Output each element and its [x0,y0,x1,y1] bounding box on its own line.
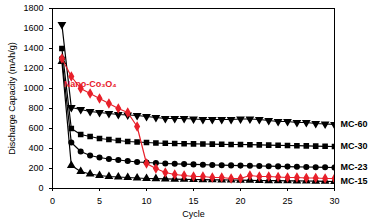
svg-text:1800: 1800 [23,3,43,13]
svg-text:400: 400 [28,143,43,153]
svg-text:200: 200 [28,163,43,173]
svg-text:Discharge Capacity (mAh/g): Discharge Capacity (mAh/g) [7,42,17,155]
svg-text:0: 0 [38,183,43,193]
svg-text:MC-23: MC-23 [341,162,368,172]
svg-text:0: 0 [50,196,55,206]
svg-text:1200: 1200 [23,63,43,73]
svg-text:MC-15: MC-15 [341,176,368,186]
svg-text:Nano-Co₃O₄: Nano-Co₃O₄ [64,79,117,89]
svg-text:30: 30 [329,196,339,206]
svg-text:MC-60: MC-60 [341,119,368,129]
svg-text:1000: 1000 [23,83,43,93]
svg-text:Cycle: Cycle [182,209,205,219]
svg-text:1600: 1600 [23,23,43,33]
svg-text:600: 600 [28,123,43,133]
svg-text:800: 800 [28,103,43,113]
svg-text:20: 20 [235,196,245,206]
svg-text:MC-30: MC-30 [341,141,368,151]
svg-text:15: 15 [188,196,198,206]
svg-text:1400: 1400 [23,43,43,53]
svg-text:25: 25 [282,196,292,206]
svg-text:5: 5 [97,196,102,206]
svg-text:10: 10 [141,196,151,206]
